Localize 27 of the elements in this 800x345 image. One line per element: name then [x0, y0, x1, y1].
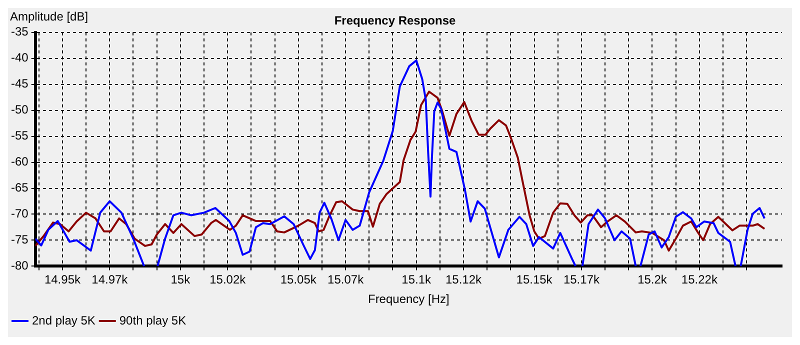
x-tick-label: 15.22k	[681, 272, 718, 287]
x-tick-label: 14.95k	[44, 272, 82, 287]
x-axis-title: Frequency [Hz]	[368, 292, 450, 306]
x-tick-label: 14.97k	[92, 272, 129, 287]
x-tick-label: 15.17k	[563, 272, 600, 287]
y-tick-label: -80	[11, 258, 29, 273]
y-tick-label: -55	[11, 128, 29, 143]
y-tick-label: -75	[11, 232, 29, 247]
y-tick-label: -40	[11, 50, 29, 65]
chart-title: Frequency Response	[334, 14, 456, 28]
x-tick-label: 15.05k	[280, 272, 318, 287]
x-tick-label: 15.12k	[446, 272, 483, 287]
y-tick-label: -35	[11, 24, 29, 39]
x-tick-label: 15.02k	[210, 272, 247, 287]
legend-label: 90th play 5K	[119, 313, 186, 328]
y-tick-label: -65	[11, 180, 29, 195]
legend-label: 2nd play 5K	[32, 313, 96, 328]
y-tick-label: -50	[11, 102, 29, 117]
x-tick-label: 15.15k	[516, 272, 554, 287]
x-tick-label: 15.07k	[328, 272, 365, 287]
y-axis-title: Amplitude [dB]	[10, 9, 88, 24]
x-tick-label: 15.2k	[638, 272, 668, 287]
x-tick-label: 15.1k	[402, 272, 432, 287]
y-tick-label: -60	[11, 154, 29, 169]
y-tick-label: -45	[11, 76, 29, 91]
x-tick-label: 15k	[170, 272, 192, 287]
y-tick-label: -70	[11, 206, 29, 221]
